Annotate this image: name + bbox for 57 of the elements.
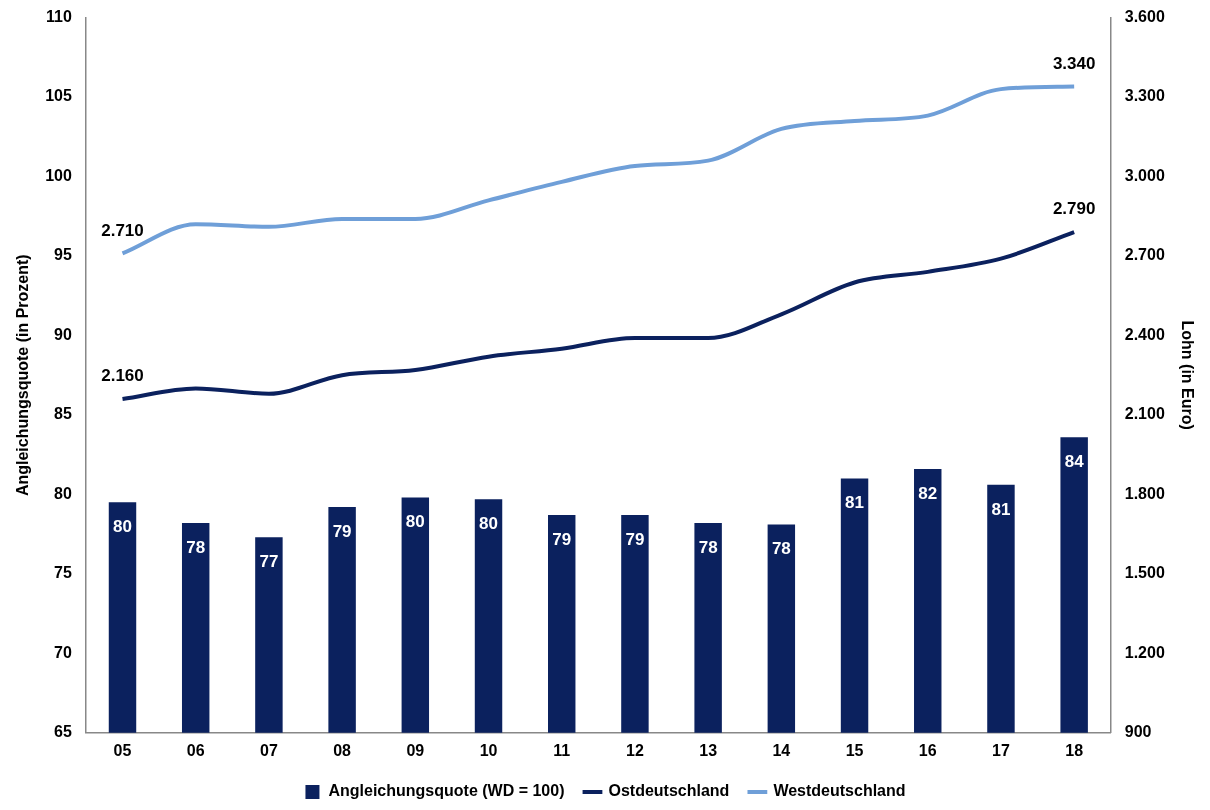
y2-tick-label: 2.400 [1124, 325, 1165, 343]
y2-tick-label: 2.100 [1124, 405, 1165, 423]
x-tick-label: 05 [113, 741, 132, 759]
x-tick-label: 15 [845, 741, 864, 759]
data-label: 78 [771, 539, 791, 559]
y2-tick-label: 3.300 [1124, 87, 1165, 105]
x-tick-label: 14 [772, 741, 791, 759]
data-label: 80 [405, 512, 425, 532]
legend-label: Angleichungsquote (WD = 100) [328, 782, 565, 800]
data-label: 79 [625, 529, 645, 549]
legend-label: Ostdeutschland [608, 782, 730, 800]
data-label: 79 [332, 521, 352, 541]
x-tick-label: 18 [1065, 741, 1084, 759]
data-label: 80 [113, 517, 132, 537]
data-label: 2.790 [1052, 199, 1096, 219]
data-label: 77 [259, 552, 279, 571]
y2-tick-label: 1.800 [1124, 484, 1165, 502]
data-label: 78 [186, 537, 206, 557]
y-tick-label: 75 [54, 564, 72, 582]
x-tick-label: 16 [918, 741, 937, 759]
y-tick-label: 110 [46, 8, 72, 26]
x-tick-label: 11 [553, 741, 571, 759]
y-tick-label: 100 [45, 166, 72, 184]
y2-axis-title: Lohn (in Euro) [1178, 320, 1196, 430]
y-tick-label: 90 [54, 325, 72, 343]
x-tick-label: 07 [260, 741, 278, 759]
y-axis-title: Angleichungsquote (in Prozent) [14, 254, 32, 497]
y2-tick-label: 3.000 [1124, 166, 1165, 184]
data-label: 79 [552, 529, 572, 549]
y-tick-label: 95 [54, 246, 72, 264]
data-label: 81 [991, 499, 1011, 519]
data-label: 84 [1064, 451, 1085, 471]
data-label: 2.160 [101, 366, 144, 386]
data-label: 82 [918, 483, 938, 503]
y-tick-label: 80 [54, 484, 72, 502]
x-tick-label: 17 [992, 741, 1010, 759]
y-tick-label: 105 [45, 87, 72, 105]
y2-tick-label: 3.600 [1124, 8, 1165, 26]
x-tick-label: 09 [406, 741, 425, 759]
data-label: 2.710 [101, 220, 144, 240]
data-label: 78 [698, 537, 718, 557]
y-tick-label: 65 [54, 723, 72, 741]
x-tick-label: 12 [626, 741, 644, 759]
y2-tick-label: 900 [1124, 723, 1152, 741]
x-tick-label: 08 [333, 741, 352, 759]
y2-tick-label: 1.500 [1124, 564, 1165, 582]
x-tick-label: 06 [186, 741, 205, 759]
x-tick-label: 13 [699, 741, 718, 759]
y-tick-label: 70 [54, 643, 72, 661]
x-tick-label: 10 [479, 741, 498, 759]
data-label: 80 [479, 513, 498, 533]
y2-tick-label: 2.700 [1124, 246, 1165, 264]
data-label: 81 [845, 493, 865, 513]
legend-label: Westdeutschland [773, 782, 906, 800]
y2-tick-label: 1.200 [1124, 643, 1165, 661]
data-label: 3.340 [1052, 53, 1096, 73]
y-tick-label: 85 [54, 405, 72, 423]
